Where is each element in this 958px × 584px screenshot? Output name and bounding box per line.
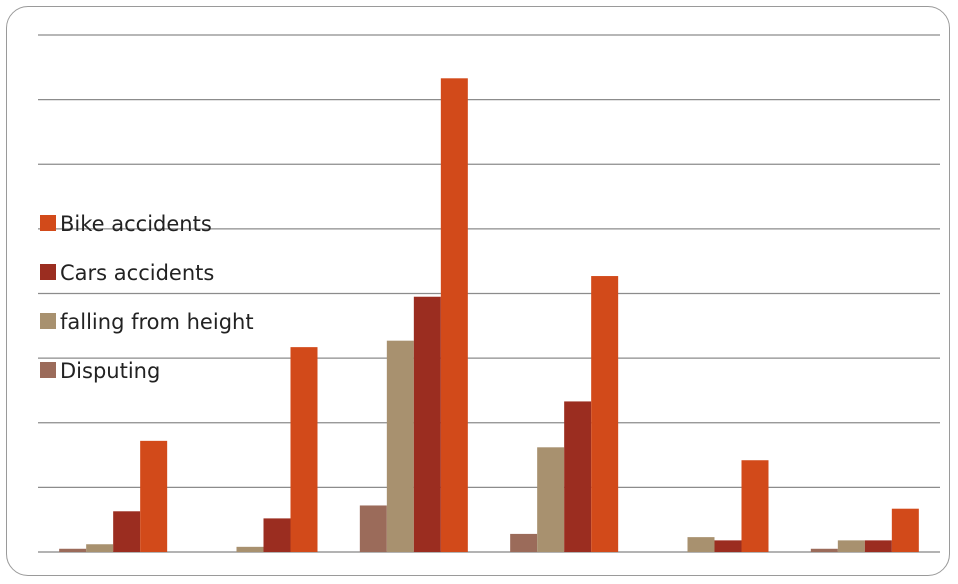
legend-swatch bbox=[40, 215, 56, 231]
bar-bike-accidents-5 bbox=[741, 460, 769, 552]
bar-bike-accidents-2 bbox=[290, 347, 318, 552]
bar-disputing-6 bbox=[810, 548, 838, 552]
bar-falling-from-height-3 bbox=[386, 340, 414, 552]
bar-falling-from-height-4 bbox=[537, 447, 565, 552]
gridlines bbox=[38, 34, 940, 553]
bar-cars-accidents-5 bbox=[714, 540, 742, 552]
bar-cars-accidents-3 bbox=[413, 296, 441, 552]
bar-cars-accidents-1 bbox=[113, 511, 141, 552]
bar-falling-from-height-1 bbox=[86, 544, 114, 552]
legend-label: Disputing bbox=[60, 359, 160, 383]
bar-falling-from-height-6 bbox=[837, 540, 865, 552]
bar-cars-accidents-4 bbox=[564, 401, 592, 552]
bar-bike-accidents-1 bbox=[140, 440, 168, 552]
bar-falling-from-height-5 bbox=[687, 537, 715, 552]
bar-disputing-1 bbox=[59, 548, 87, 552]
bar-bike-accidents-3 bbox=[440, 78, 468, 552]
bar-cars-accidents-6 bbox=[864, 540, 892, 552]
bar-disputing-4 bbox=[510, 533, 538, 552]
legend-swatch bbox=[40, 362, 56, 378]
legend: Bike accidents Cars accidents falling from… bbox=[40, 212, 254, 383]
bar-bike-accidents-4 bbox=[591, 276, 619, 552]
legend-label: Cars accidents bbox=[60, 261, 214, 285]
bar-cars-accidents-2 bbox=[263, 518, 291, 552]
bar-disputing-3 bbox=[359, 505, 387, 552]
legend-swatch bbox=[40, 264, 56, 280]
legend-swatch bbox=[40, 313, 56, 329]
legend-label: Bike accidents bbox=[60, 212, 212, 236]
bar-bike-accidents-6 bbox=[891, 508, 919, 552]
legend-label: falling from height bbox=[60, 310, 254, 334]
bar-falling-from-height-2 bbox=[236, 546, 264, 552]
bars bbox=[59, 78, 919, 552]
